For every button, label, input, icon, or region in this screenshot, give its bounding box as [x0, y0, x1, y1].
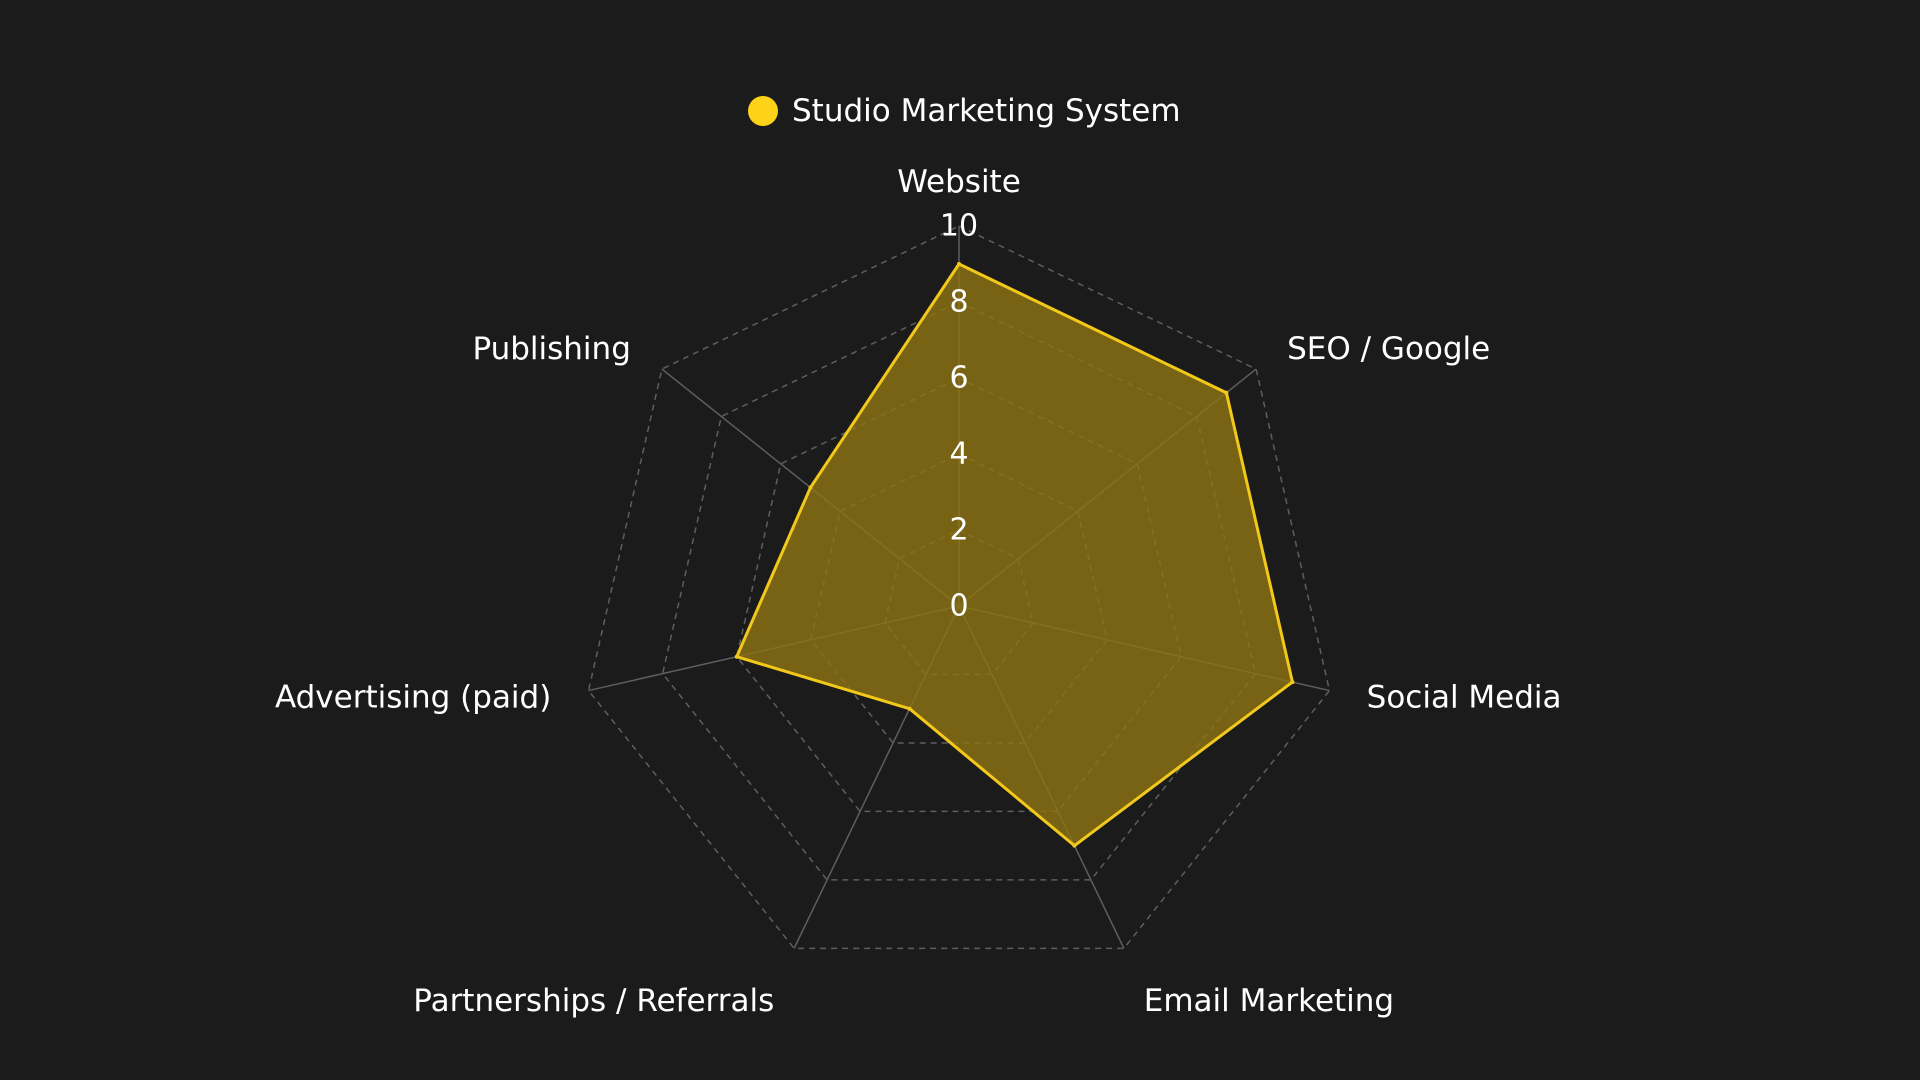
category-label: SEO / Google [1287, 331, 1490, 367]
radial-tick-label: 4 [949, 437, 968, 472]
legend-label: Studio Marketing System [792, 93, 1181, 129]
radial-tick-label: 6 [949, 361, 968, 396]
data-point [734, 654, 739, 659]
data-point [1224, 390, 1229, 395]
category-label: Email Marketing [1144, 983, 1394, 1019]
category-label: Advertising (paid) [275, 680, 551, 716]
category-label: Partnerships / Referrals [413, 983, 774, 1019]
category-label: Publishing [472, 331, 630, 367]
category-label: Social Media [1367, 680, 1562, 716]
category-label: Website [897, 164, 1021, 200]
series-area [735, 262, 1294, 848]
data-point [957, 262, 961, 266]
tick-layer: 0 2 4 6 8 10 [940, 209, 978, 624]
radial-tick-label: 10 [940, 209, 978, 244]
category-label-layer: Website SEO / Google Social Media Email Mar… [275, 164, 1562, 1019]
data-point [907, 706, 912, 711]
legend-dot-icon [748, 96, 778, 126]
data-point [1072, 843, 1077, 848]
radial-tick-label: 2 [949, 513, 968, 548]
data-point [808, 485, 813, 490]
radial-tick-label: 8 [949, 285, 968, 320]
series-layer [734, 262, 1295, 848]
radial-tick-label: 0 [949, 589, 968, 624]
data-point [1290, 680, 1295, 685]
legend[interactable]: Studio Marketing System [748, 88, 1181, 134]
